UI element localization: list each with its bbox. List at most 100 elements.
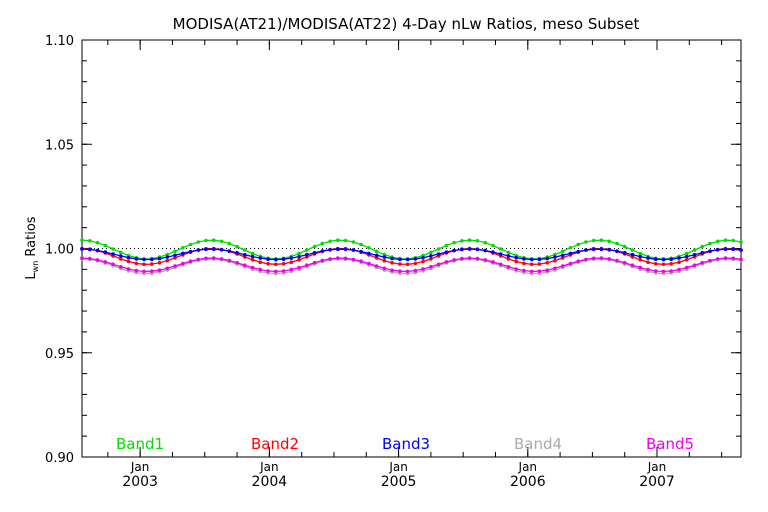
data-point <box>615 241 619 246</box>
x-tick-year: 2004 <box>252 474 288 490</box>
data-point <box>506 254 511 258</box>
data-point <box>684 251 689 256</box>
data-point <box>235 260 239 265</box>
series-group <box>80 238 743 276</box>
data-point <box>126 255 131 260</box>
data-point <box>715 248 720 252</box>
data-point <box>305 248 309 252</box>
data-point <box>111 247 115 251</box>
data-point <box>274 262 278 267</box>
data-point <box>444 243 449 248</box>
data-point <box>390 261 394 265</box>
data-point <box>576 249 580 254</box>
data-point <box>646 260 650 265</box>
data-point <box>173 264 177 268</box>
data-point <box>227 241 232 246</box>
data-point <box>235 244 239 249</box>
data-point <box>692 263 697 268</box>
data-point <box>312 260 317 265</box>
data-point <box>382 255 387 259</box>
data-point <box>281 257 286 262</box>
data-point <box>181 261 185 266</box>
data-point <box>429 250 433 255</box>
data-point <box>305 252 309 257</box>
data-point <box>553 258 557 263</box>
legend-entry-band5: Band5 <box>646 435 694 453</box>
data-point <box>80 247 84 251</box>
data-point <box>514 259 518 264</box>
data-point <box>80 238 84 242</box>
data-point <box>607 248 611 252</box>
x-tick-month: Jan <box>518 460 538 474</box>
data-point <box>591 256 596 261</box>
x-tick-month: Jan <box>259 460 279 474</box>
data-point <box>367 251 371 256</box>
data-point <box>351 240 356 244</box>
data-point <box>661 262 666 267</box>
data-point <box>460 256 464 261</box>
data-point <box>506 257 511 261</box>
data-point <box>212 238 216 242</box>
data-point <box>150 269 154 274</box>
data-point <box>498 252 503 256</box>
data-point <box>584 257 588 262</box>
data-point <box>250 258 255 262</box>
data-point <box>134 261 139 266</box>
data-point <box>491 260 495 264</box>
data-point <box>506 265 511 269</box>
data-point <box>111 262 115 267</box>
data-point <box>119 254 123 258</box>
data-point <box>119 265 123 269</box>
legend-entry-band1: Band1 <box>116 435 164 453</box>
data-point <box>653 257 658 262</box>
legend-entry-band4: Band4 <box>514 435 562 453</box>
data-point <box>607 239 611 244</box>
data-point <box>576 242 580 247</box>
data-point <box>212 256 216 260</box>
data-point <box>181 246 185 250</box>
data-point <box>266 269 270 273</box>
data-point <box>429 257 433 261</box>
data-point <box>405 262 410 267</box>
data-point <box>142 257 146 262</box>
data-point <box>297 258 301 262</box>
data-point <box>684 265 689 270</box>
data-point <box>398 257 402 262</box>
data-point <box>390 268 394 273</box>
x-tick-year: 2005 <box>381 474 417 490</box>
y-tick-label: 1.05 <box>45 138 74 153</box>
y-tick-label: 0.95 <box>45 347 74 362</box>
data-point <box>413 261 418 266</box>
data-point <box>452 248 456 253</box>
data-point <box>359 249 363 254</box>
data-point <box>723 247 728 251</box>
data-point <box>514 267 518 271</box>
data-point <box>553 255 557 259</box>
data-point <box>475 256 480 261</box>
data-point <box>243 263 247 268</box>
data-point <box>522 257 526 261</box>
data-point <box>452 240 456 245</box>
data-point <box>119 257 123 261</box>
data-point <box>491 250 495 254</box>
data-point <box>591 247 596 252</box>
data-point <box>188 242 193 247</box>
legend-entry-band2: Band2 <box>251 435 299 453</box>
data-point <box>669 257 673 262</box>
data-point <box>553 252 557 257</box>
data-point <box>692 252 697 257</box>
data-point <box>405 257 410 262</box>
data-point <box>165 252 170 257</box>
data-point <box>243 252 247 257</box>
data-point <box>677 260 681 265</box>
data-point <box>103 250 108 254</box>
data-point <box>305 263 309 268</box>
data-point <box>374 249 379 254</box>
legend: Band1 Band2 Band3 Band4 Band5 <box>116 435 694 453</box>
data-point <box>196 240 201 244</box>
data-point <box>622 260 627 265</box>
data-point <box>731 256 735 261</box>
x-tick-month: Jan <box>647 460 667 474</box>
